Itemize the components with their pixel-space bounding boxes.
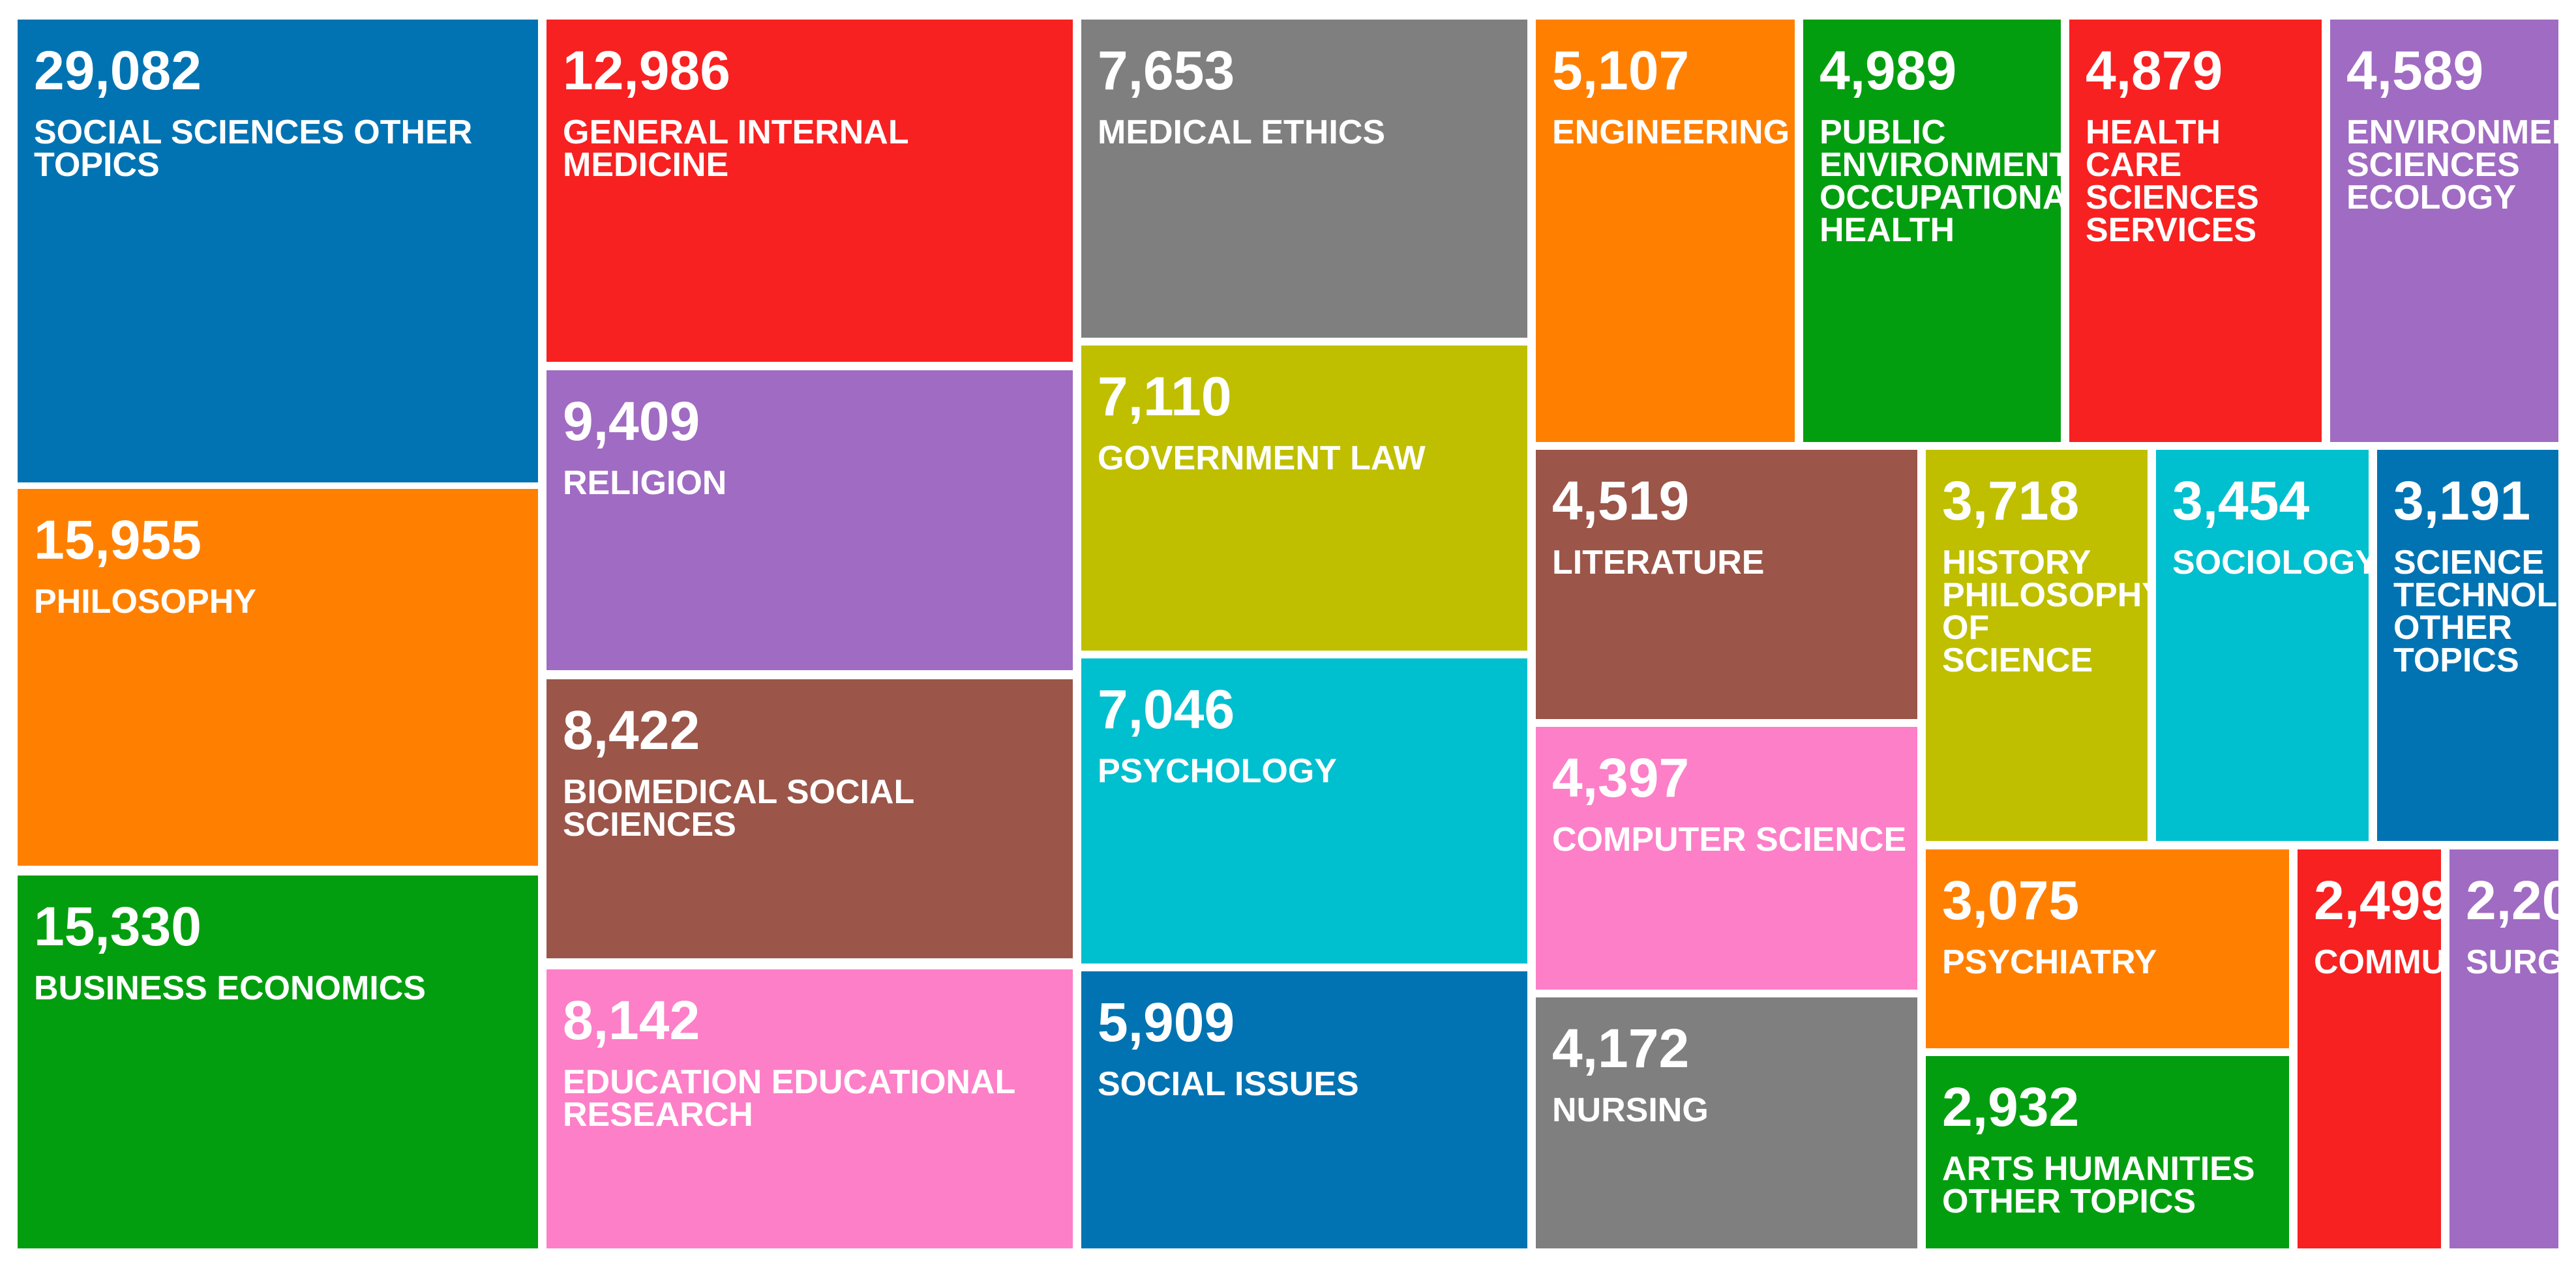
treemap-cell[interactable]: 2,20 SURGERY: [2449, 849, 2558, 1248]
cell-label: SURGERY: [2466, 943, 2558, 981]
cell-label: ENVIRONMENTAL SCIENCES ECOLOGY: [2346, 113, 2558, 216]
treemap-cell[interactable]: 8,142 EDUCATION EDUCATIONAL RESEARCH: [547, 969, 1073, 1248]
cell-label: HEALTH CARE SCIENCES SERVICES: [2086, 113, 2259, 249]
cell-value: 4,879: [2086, 40, 2223, 101]
cell-label: EDUCATION EDUCATIONAL RESEARCH: [563, 1063, 1016, 1134]
cell-label: PHILOSOPHY: [34, 583, 256, 621]
cell-value: 3,191: [2393, 470, 2531, 531]
cell-value: 5,107: [1552, 40, 1690, 101]
treemap-cell[interactable]: 7,110 GOVERNMENT LAW: [1081, 346, 1527, 651]
treemap-cell[interactable]: 4,589 ENVIRONMENTAL SCIENCES ECOLOGY: [2330, 20, 2558, 442]
cell-value: 2,932: [1942, 1076, 2080, 1138]
treemap-cell[interactable]: 29,082 SOCIAL SCIENCES OTHER TOPICS: [18, 20, 538, 482]
treemap-cell[interactable]: 4,519 LITERATURE: [1536, 450, 1917, 719]
cell-label: RELIGION: [563, 464, 727, 502]
cell-label: SOCIAL SCIENCES OTHER TOPICS: [34, 113, 473, 184]
cell-label: HISTORY PHILOSOPHY OF SCIENCE: [1942, 544, 2148, 679]
cell-value: 15,330: [34, 896, 202, 957]
cell-label: GOVERNMENT LAW: [1098, 439, 1426, 477]
cell-value: 4,589: [2346, 40, 2484, 101]
treemap-cell[interactable]: 8,422 BIOMEDICAL SOCIAL SCIENCES: [547, 679, 1073, 958]
cell-label: SCIENCE TECHNOLOGY OTHER TOPICS: [2393, 544, 2558, 679]
treemap-cell[interactable]: 3,454 SOCIOLOGY: [2156, 450, 2369, 841]
treemap-cell[interactable]: 15,955 PHILOSOPHY: [18, 489, 538, 866]
cell-label: BUSINESS ECONOMICS: [34, 969, 426, 1007]
treemap-cell[interactable]: 4,879 HEALTH CARE SCIENCES SERVICES: [2069, 20, 2322, 442]
cell-label: LITERATURE: [1552, 544, 1765, 581]
cell-value: 5,909: [1098, 992, 1235, 1053]
cell-label: COMPUTER SCIENCE: [1552, 821, 1907, 859]
treemap-cell[interactable]: 3,075 PSYCHIATRY: [1926, 849, 2289, 1048]
cell-label: MEDICAL ETHICS: [1098, 113, 1386, 151]
cell-label: ENGINEERING: [1552, 113, 1790, 151]
cell-value: 8,142: [563, 990, 700, 1051]
treemap-cell[interactable]: 4,989 PUBLIC ENVIRONMENTAL OCCUPATIONAL H…: [1803, 20, 2061, 442]
cell-value: 15,955: [34, 509, 202, 570]
cell-value: 2,20: [2466, 870, 2558, 931]
cell-value: 3,718: [1942, 470, 2080, 531]
cell-label: PSYCHIATRY: [1942, 943, 2157, 981]
cell-label: BIOMEDICAL SOCIAL SCIENCES: [563, 773, 914, 844]
cell-value: 8,422: [563, 699, 700, 761]
treemap-cell[interactable]: 5,107 ENGINEERING: [1536, 20, 1795, 442]
treemap-cell[interactable]: 3,191 SCIENCE TECHNOLOGY OTHER TOPICS: [2377, 450, 2558, 841]
treemap-cell[interactable]: 7,653 MEDICAL ETHICS: [1081, 20, 1527, 338]
treemap-cell[interactable]: 15,330 BUSINESS ECONOMICS: [18, 876, 538, 1248]
cell-label: PSYCHOLOGY: [1098, 752, 1337, 790]
cell-value: 29,082: [34, 40, 202, 101]
cell-value: 3,075: [1942, 870, 2080, 931]
cell-label: GENERAL INTERNAL MEDICINE: [563, 113, 908, 184]
treemap-cell[interactable]: 4,172 NURSING: [1536, 997, 1917, 1248]
cell-value: 12,986: [563, 40, 730, 101]
cell-label: COMMUNICATION: [2314, 943, 2441, 981]
treemap-cell[interactable]: 4,397 COMPUTER SCIENCE: [1536, 727, 1917, 990]
treemap-cell[interactable]: 7,046 PSYCHOLOGY: [1081, 658, 1527, 964]
cell-value: 3,454: [2172, 470, 2310, 531]
cell-value: 7,653: [1098, 40, 1235, 101]
cell-value: 7,110: [1098, 366, 1232, 427]
cell-value: 2,499: [2314, 870, 2441, 931]
cell-value: 4,519: [1552, 470, 1690, 531]
treemap-cell[interactable]: 9,409 RELIGION: [547, 370, 1073, 670]
treemap-cell[interactable]: 2,932 ARTS HUMANITIES OTHER TOPICS: [1926, 1056, 2289, 1248]
treemap-cell[interactable]: 12,986 GENERAL INTERNAL MEDICINE: [547, 20, 1073, 362]
cell-value: 4,397: [1552, 747, 1690, 808]
cell-value: 4,172: [1552, 1018, 1690, 1079]
treemap-cell[interactable]: 5,909 SOCIAL ISSUES: [1081, 971, 1527, 1248]
cell-value: 9,409: [563, 390, 700, 452]
cell-label: NURSING: [1552, 1091, 1709, 1129]
treemap-cell[interactable]: 3,718 HISTORY PHILOSOPHY OF SCIENCE: [1926, 450, 2148, 841]
cell-label: SOCIAL ISSUES: [1098, 1065, 1359, 1103]
cell-label: ARTS HUMANITIES OTHER TOPICS: [1942, 1150, 2255, 1220]
cell-label: PUBLIC ENVIRONMENTAL OCCUPATIONAL HEALTH: [1820, 113, 2061, 249]
cell-value: 4,989: [1820, 40, 1957, 101]
cell-label: SOCIOLOGY: [2172, 544, 2369, 581]
treemap-cell[interactable]: 2,499 COMMUNICATION: [2298, 849, 2441, 1248]
cell-value: 7,046: [1098, 679, 1235, 740]
